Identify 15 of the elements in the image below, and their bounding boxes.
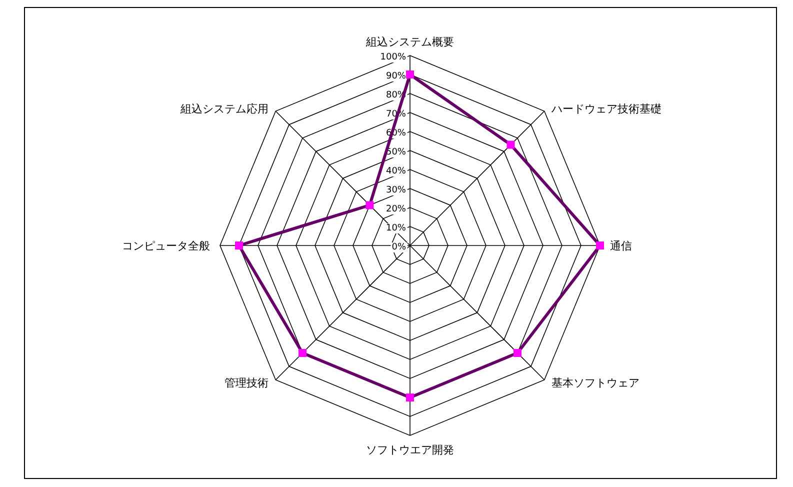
- y-tick-label: 0%: [392, 242, 406, 252]
- spoke-label: ハードウェア技術基礎: [550, 102, 662, 116]
- spoke-label: 管理技術: [224, 376, 269, 390]
- spoke-label: ソフトウエア開発: [366, 444, 454, 456]
- spoke-label: 組込システム応用: [180, 102, 269, 116]
- y-tick-label: 100%: [380, 52, 406, 62]
- spoke-label: コンピュータ全般: [122, 240, 210, 252]
- spoke-label: 組込システム概要: [365, 36, 454, 48]
- y-tick-label: 30%: [386, 186, 406, 196]
- y-tick-label: 10%: [386, 224, 406, 234]
- spoke-label: 通信: [610, 240, 632, 252]
- spoke-label: 基本ソフトウェア: [551, 376, 640, 390]
- y-tick-label: 90%: [386, 72, 406, 82]
- y-tick-label: 20%: [386, 204, 406, 214]
- y-tick-label: 40%: [386, 166, 406, 176]
